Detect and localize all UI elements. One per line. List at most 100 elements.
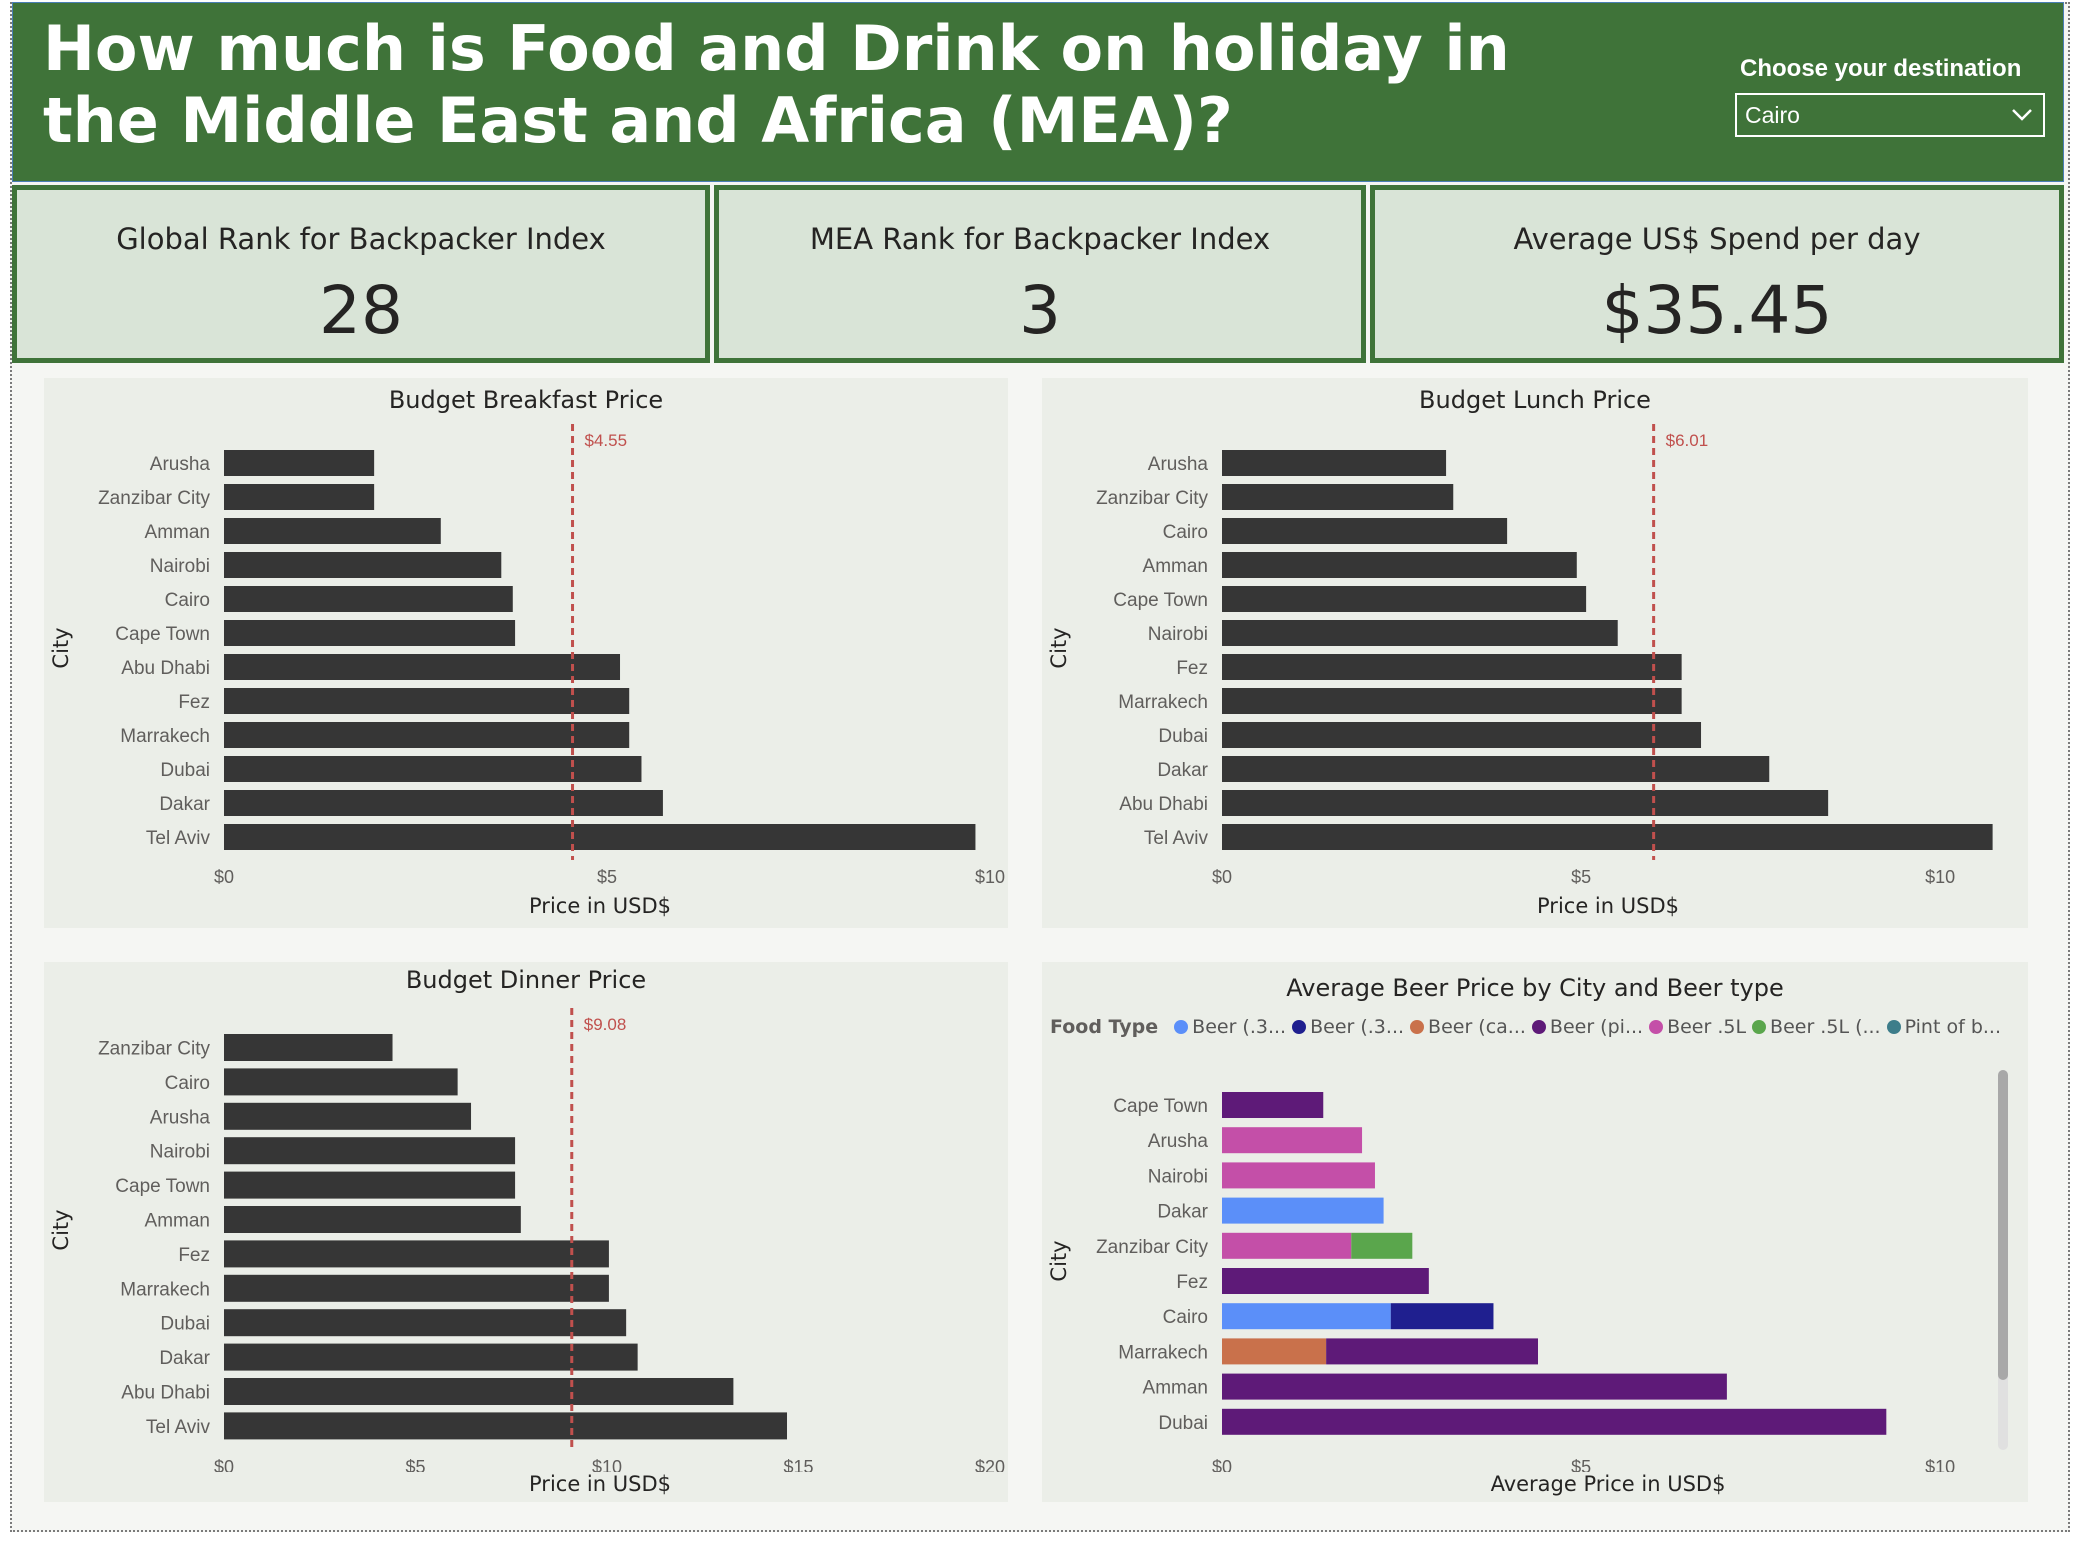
y-tick-label: Dubai	[1158, 1413, 1208, 1434]
bar[interactable]	[224, 654, 621, 680]
y-tick-label: Tel Aviv	[146, 828, 211, 849]
bar[interactable]	[1222, 450, 1447, 476]
bar-segment[interactable]	[1222, 1373, 1727, 1400]
lunch-chart-panel[interactable]: Budget Lunch Price Arusha Zanzibar City Ca…	[1042, 378, 2028, 928]
bar[interactable]	[224, 1206, 521, 1233]
bar[interactable]	[224, 586, 513, 612]
x-axis-title: Price in USD$	[1537, 894, 1679, 918]
bar-segment[interactable]	[1222, 1338, 1327, 1365]
bar-segment[interactable]	[1222, 1268, 1429, 1294]
y-axis-title: City	[1047, 627, 1071, 669]
bar[interactable]	[1222, 552, 1577, 578]
chart-title: Budget Dinner Price	[405, 966, 647, 994]
chart-title: Average Beer Price by City and Beer type	[1286, 974, 1784, 1002]
legend-item[interactable]: Beer (.3...	[1174, 1016, 1286, 1038]
y-tick-label: Abu Dhabi	[121, 658, 210, 679]
y-tick-label: Zanzibar City	[98, 1039, 210, 1060]
bar[interactable]	[1222, 518, 1508, 544]
bar[interactable]	[1222, 654, 1682, 680]
y-tick-label: Amman	[1143, 556, 1208, 577]
bar[interactable]	[224, 1274, 609, 1302]
y-tick-label: Nairobi	[1148, 624, 1208, 645]
bar[interactable]	[224, 620, 516, 646]
bar-segment[interactable]	[1222, 1197, 1384, 1224]
bar[interactable]	[224, 484, 375, 510]
bar-segment[interactable]	[1222, 1303, 1391, 1330]
bar[interactable]	[224, 1378, 734, 1405]
y-tick-label: Marrakech	[120, 1279, 210, 1300]
y-tick-label: Zanzibar City	[1096, 488, 1208, 509]
legend-item[interactable]: Pint of b...	[1886, 1016, 2001, 1038]
y-tick-label: Cairo	[165, 590, 210, 611]
legend-swatch	[1752, 1020, 1767, 1034]
y-tick-label: Cape Town	[115, 624, 210, 645]
y-tick-label: Nairobi	[1148, 1166, 1208, 1187]
bar[interactable]	[224, 1309, 627, 1337]
bar-segment[interactable]	[1326, 1338, 1538, 1365]
bar[interactable]	[224, 1137, 516, 1165]
bar[interactable]	[224, 518, 441, 544]
beer-chart-panel[interactable]: Average Beer Price by City and Beer type…	[1042, 962, 2028, 1502]
bar[interactable]	[1222, 620, 1618, 646]
y-tick-label: Nairobi	[150, 556, 210, 577]
bar[interactable]	[1222, 756, 1770, 782]
bar[interactable]	[224, 688, 630, 714]
bar[interactable]	[1222, 790, 1829, 816]
y-tick-label: Tel Aviv	[1144, 828, 1209, 849]
legend-item[interactable]: Beer .5L (...	[1752, 1016, 1881, 1038]
breakfast-chart-panel[interactable]: Budget Breakfast Price Arusha Zanzibar Ci…	[44, 378, 1008, 928]
bar-segment[interactable]	[1351, 1232, 1413, 1259]
legend-item[interactable]: Beer .5L	[1649, 1016, 1746, 1038]
kpi-card-mea-rank: MEA Rank for Backpacker Index 3	[714, 185, 1366, 363]
bar[interactable]	[1222, 722, 1702, 748]
y-tick-label: Dubai	[160, 760, 210, 781]
bar[interactable]	[1222, 484, 1454, 510]
bar[interactable]	[224, 722, 630, 748]
y-tick-label: Abu Dhabi	[1119, 794, 1208, 815]
legend-title: Food Type	[1050, 1016, 1159, 1038]
x-tick-label: $10	[1925, 1457, 1955, 1472]
bar-segment[interactable]	[1222, 1127, 1363, 1154]
bar[interactable]	[224, 790, 663, 816]
bar[interactable]	[224, 1068, 458, 1096]
y-axis-title: City	[49, 1209, 73, 1251]
bar[interactable]	[224, 552, 502, 578]
y-tick-label: Marrakech	[1118, 1342, 1208, 1363]
y-tick-label: Dubai	[160, 1314, 210, 1335]
legend-label: Beer (pi...	[1549, 1016, 1644, 1038]
legend-item[interactable]: Beer (ca...	[1410, 1016, 1526, 1038]
legend-item[interactable]: Beer (.3...	[1292, 1016, 1404, 1038]
bar[interactable]	[224, 1240, 609, 1268]
x-tick-label: $10	[975, 867, 1005, 887]
legend-swatch	[1531, 1020, 1546, 1034]
bar[interactable]	[224, 450, 375, 476]
bar[interactable]	[224, 1102, 472, 1130]
legend-item[interactable]: Beer (pi...	[1531, 1016, 1644, 1038]
bar[interactable]	[224, 756, 642, 782]
destination-value: Cairo	[1745, 102, 1800, 128]
dinner-chart-panel[interactable]: Budget Dinner Price Zanzibar City Cairo Ar…	[44, 962, 1008, 1502]
bar[interactable]	[224, 1343, 638, 1371]
y-tick-label: Cape Town	[1113, 590, 1208, 611]
bar[interactable]	[224, 1171, 516, 1199]
scrollbar-thumb[interactable]	[1998, 1070, 2008, 1380]
bar[interactable]	[224, 1034, 393, 1061]
bar[interactable]	[224, 824, 976, 850]
bar[interactable]	[1222, 586, 1587, 612]
y-tick-label: Dakar	[1157, 1202, 1208, 1223]
bar-segment[interactable]	[1222, 1162, 1375, 1189]
chart-legend[interactable]: Food Type Beer (.3... Beer (.3... Beer (ca…	[1050, 1016, 2007, 1046]
y-tick-label: Arusha	[150, 454, 211, 475]
bar-segment[interactable]	[1222, 1232, 1352, 1259]
bar[interactable]	[224, 1412, 788, 1440]
bar-segment[interactable]	[1390, 1303, 1494, 1330]
bar-segment[interactable]	[1222, 1092, 1324, 1118]
x-tick-label: $10	[592, 1457, 622, 1472]
y-tick-label: Fez	[1176, 658, 1208, 679]
legend-swatch	[1174, 1020, 1189, 1034]
destination-dropdown[interactable]: Cairo	[1735, 93, 2045, 137]
bar[interactable]	[1222, 824, 1993, 850]
chart-scrollbar[interactable]	[1998, 1070, 2008, 1450]
bar-segment[interactable]	[1222, 1408, 1887, 1435]
bar[interactable]	[1222, 688, 1682, 714]
